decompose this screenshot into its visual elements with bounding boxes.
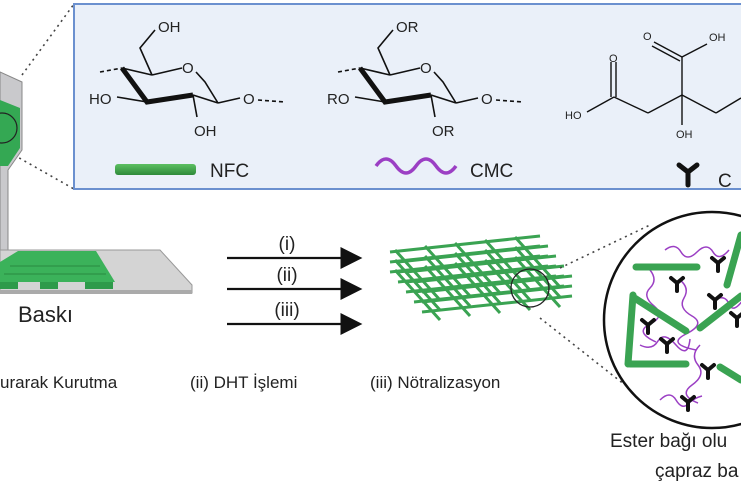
cmc-legend-label: CMC [470, 161, 513, 182]
cmc-or-top: OR [396, 19, 419, 36]
citric-oh1: OH [709, 32, 726, 44]
network-caption-line1: Ester bağı olu [610, 431, 727, 452]
citric-acid-structure [586, 41, 741, 125]
cmc-or-bottom: OR [432, 123, 455, 140]
citric-oh-center: OH [676, 129, 693, 141]
step-label-dht: (ii) DHT İşlemi [190, 373, 297, 392]
scaffold-zoom-circle [510, 268, 550, 308]
crosslinker-legend-label: C [718, 171, 732, 192]
nfc-ho: HO [89, 91, 112, 108]
citric-ho: HO [565, 110, 582, 122]
crosslinker-legend-icon [676, 162, 700, 188]
nfc-structure [99, 29, 286, 118]
arrow-label-2: (ii) [276, 265, 297, 286]
scaffold-lattice [388, 234, 574, 322]
cmc-ring-o: O [420, 60, 432, 77]
citric-o1: O [643, 31, 652, 43]
zoom-lines-box [13, 3, 75, 190]
nfc-legend-label: NFC [210, 161, 249, 182]
arrow-label-3: (iii) [274, 300, 299, 321]
nfc-oh-bottom: OH [194, 123, 217, 140]
network-zoom [602, 210, 741, 430]
citric-o2: O [609, 53, 618, 65]
cmc-legend-wave [374, 157, 458, 175]
step-label-neutralization: (iii) Nötralizasyon [370, 373, 500, 392]
nfc-legend-bar [115, 164, 196, 175]
nfc-oh-top: OH [158, 19, 181, 36]
cmc-ro: RO [327, 91, 350, 108]
nfc-link-o: O [243, 91, 255, 108]
network-caption-line2: çapraz ba [655, 461, 739, 482]
print-platform [0, 249, 193, 294]
zoom-lines-network [539, 224, 651, 386]
crosslinker-icons [640, 256, 741, 412]
cmc-chains [639, 245, 741, 407]
nfc-rods [624, 231, 741, 384]
printing-label: Baskı [18, 302, 73, 327]
cmc-structure [337, 29, 524, 118]
cmc-link-o: O [481, 91, 493, 108]
nfc-ring-o: O [182, 60, 194, 77]
process-arrows [227, 247, 363, 335]
printer-nozzle [0, 71, 23, 251]
step-label-drying: urarak Kurutma [0, 373, 118, 392]
arrow-label-1: (i) [279, 234, 296, 255]
